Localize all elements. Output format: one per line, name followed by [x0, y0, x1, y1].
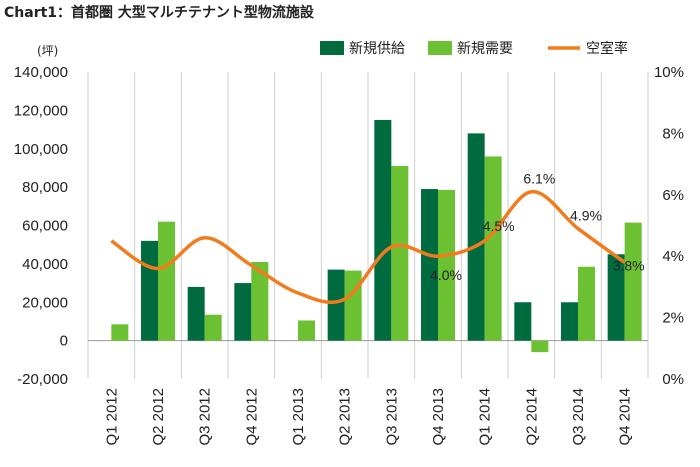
x-tick-label: Q1 2012	[103, 388, 120, 446]
bar-demand	[111, 324, 129, 341]
y2-tick-label: 0%	[662, 371, 684, 388]
y-tick-label: 100,000	[14, 141, 68, 158]
x-tick-label: Q3 2014	[570, 388, 587, 446]
bar-supply	[561, 302, 578, 341]
bar-supply	[141, 240, 158, 341]
bar-supply	[514, 302, 532, 341]
legend-label: 新規供給	[349, 41, 405, 57]
bar-supply	[327, 269, 345, 341]
y2-tick-label: 10%	[654, 64, 684, 81]
x-tick-label: Q3 2012	[197, 388, 214, 446]
x-tick-label: Q4 2013	[430, 388, 447, 446]
data-label: 3.8%	[613, 257, 645, 273]
bar-supply	[187, 286, 205, 341]
bar-supply	[467, 133, 485, 341]
x-tick-label: Q2 2012	[150, 388, 167, 446]
bar-supply	[374, 119, 392, 341]
y-tick-label: 40,000	[22, 256, 68, 273]
bar-demand	[158, 221, 175, 341]
y2-tick-label: 4%	[662, 248, 684, 265]
grid-layer	[87, 72, 649, 379]
y-tick-label: 120,000	[14, 102, 68, 119]
x-tick-label: Q3 2013	[383, 388, 400, 446]
legend-swatch	[428, 41, 452, 55]
bar-demand	[298, 320, 315, 341]
bar-supply	[234, 283, 252, 341]
bar-demand	[204, 314, 222, 341]
y2-tick-label: 2%	[662, 310, 684, 327]
legend: 新規供給 新規需要 空室率	[320, 40, 628, 57]
vacancy-rate-line	[110, 189, 626, 304]
x-tick-label: Q1 2014	[477, 388, 494, 446]
y-tick-label: 0	[60, 333, 68, 350]
line-layer	[110, 189, 626, 304]
y2-tick-label: 6%	[662, 187, 684, 204]
bar-demand	[251, 261, 269, 341]
bar-demand	[484, 156, 502, 341]
bar-layer	[111, 119, 642, 353]
x-tick-label: Q4 2014	[617, 388, 634, 446]
y-tick-label: 60,000	[22, 218, 68, 235]
bar-demand	[531, 340, 549, 353]
legend-swatch	[320, 41, 344, 55]
x-tick-label: Q2 2014	[523, 388, 540, 446]
bar-supply	[421, 189, 438, 341]
y2-tick-label: 8%	[662, 125, 684, 142]
y-axis-title: (坪)	[37, 44, 58, 58]
bar-supply	[607, 254, 625, 341]
bar-demand	[438, 190, 455, 341]
y-tick-label: -20,000	[17, 371, 68, 388]
bar-demand	[391, 166, 409, 341]
x-tick-label: Q4 2012	[243, 388, 260, 446]
y-tick-label: 80,000	[22, 179, 68, 196]
x-tick-label: Q2 2013	[337, 388, 354, 446]
data-label: 4.5%	[483, 218, 515, 234]
axis-layer: 140,000 120,000 100,000 80,000 60,000 40,000 2…	[14, 44, 684, 446]
data-label: 4.9%	[570, 208, 602, 224]
data-label: 6.1%	[523, 171, 555, 187]
bar-demand	[344, 270, 362, 341]
data-label: 4.0%	[430, 267, 462, 283]
legend-label: 空室率	[586, 40, 628, 57]
chart-title: Chart1：首都圏 大型マルチテナント型物流施設	[4, 5, 314, 21]
legend-label: 新規需要	[457, 41, 513, 57]
y-tick-label: 20,000	[22, 294, 68, 311]
y-tick-label: 140,000	[14, 64, 68, 81]
bar-demand	[624, 222, 642, 341]
bar-demand	[578, 266, 595, 341]
label-layer: 4.0% 4.5% 6.1% 4.9% 3.8%	[430, 171, 645, 283]
x-tick-label: Q1 2013	[290, 388, 307, 446]
